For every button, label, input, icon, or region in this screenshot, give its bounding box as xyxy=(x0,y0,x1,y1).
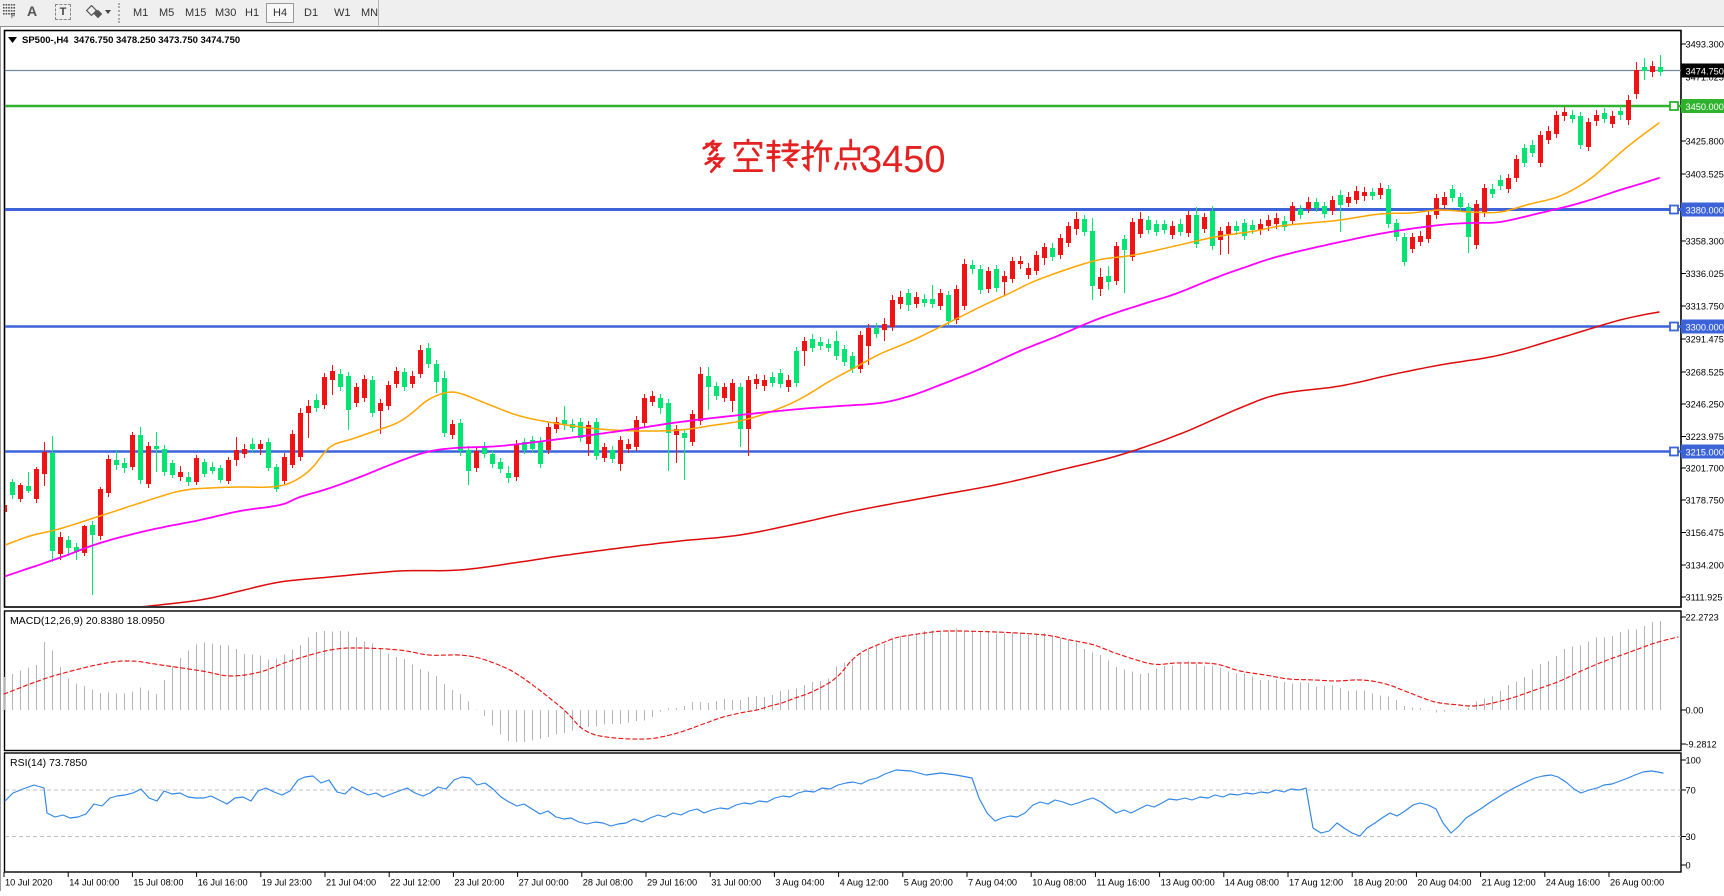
svg-text:14 Jul 00:00: 14 Jul 00:00 xyxy=(69,878,119,888)
svg-text:3336.025: 3336.025 xyxy=(1686,269,1724,279)
svg-text:11 Aug 16:00: 11 Aug 16:00 xyxy=(1096,878,1149,888)
svg-text:3178.750: 3178.750 xyxy=(1686,496,1724,506)
svg-text:3358.300: 3358.300 xyxy=(1686,237,1724,247)
svg-text:3403.525: 3403.525 xyxy=(1686,170,1724,180)
svg-text:3156.475: 3156.475 xyxy=(1686,528,1724,538)
svg-text:16 Jul 16:00: 16 Jul 16:00 xyxy=(198,878,248,888)
svg-text:30: 30 xyxy=(1686,832,1696,842)
svg-text:10 Jul 2020: 10 Jul 2020 xyxy=(5,878,53,888)
svg-text:28 Jul 08:00: 28 Jul 08:00 xyxy=(583,878,633,888)
svg-text:3223.975: 3223.975 xyxy=(1686,432,1724,442)
svg-text:26 Aug 00:00: 26 Aug 00:00 xyxy=(1610,878,1664,888)
svg-text:3450: 3450 xyxy=(861,139,946,181)
svg-text:3474.750: 3474.750 xyxy=(1686,66,1724,76)
svg-text:20 Aug 04:00: 20 Aug 04:00 xyxy=(1417,878,1471,888)
svg-text:3450.000: 3450.000 xyxy=(1686,102,1724,112)
svg-text:F: F xyxy=(11,13,15,19)
svg-text:0: 0 xyxy=(1686,861,1691,871)
svg-text:3215.000: 3215.000 xyxy=(1686,447,1724,457)
svg-text:3313.750: 3313.750 xyxy=(1686,302,1724,312)
svg-text:3201.700: 3201.700 xyxy=(1686,464,1724,474)
svg-text:3111.925: 3111.925 xyxy=(1686,593,1723,603)
svg-text:3268.525: 3268.525 xyxy=(1686,368,1724,378)
svg-text:23 Jul 20:00: 23 Jul 20:00 xyxy=(454,878,504,888)
svg-text:SP500-,H4 3476.750 3478.250 3: SP500-,H4 3476.750 3478.250 3473.750 347… xyxy=(22,35,240,46)
svg-text:13 Aug 00:00: 13 Aug 00:00 xyxy=(1161,878,1215,888)
svg-text:21 Jul 04:00: 21 Jul 04:00 xyxy=(326,878,376,888)
svg-text:3 Aug 04:00: 3 Aug 04:00 xyxy=(775,878,824,888)
svg-text:27 Jul 00:00: 27 Jul 00:00 xyxy=(519,878,569,888)
svg-text:7 Aug 04:00: 7 Aug 04:00 xyxy=(968,878,1017,888)
svg-text:3493.300: 3493.300 xyxy=(1686,40,1724,50)
svg-text:3246.250: 3246.250 xyxy=(1686,400,1724,410)
svg-text:22.2723: 22.2723 xyxy=(1686,613,1719,623)
svg-text:17 Aug 12:00: 17 Aug 12:00 xyxy=(1289,878,1343,888)
svg-text:15 Jul 08:00: 15 Jul 08:00 xyxy=(133,878,183,888)
svg-text:3380.000: 3380.000 xyxy=(1686,205,1724,215)
svg-text:3291.475: 3291.475 xyxy=(1686,335,1724,345)
svg-text:70: 70 xyxy=(1686,786,1696,796)
svg-text:31 Jul 00:00: 31 Jul 00:00 xyxy=(711,878,761,888)
svg-text:19 Jul 23:00: 19 Jul 23:00 xyxy=(262,878,312,888)
svg-text:21 Aug 12:00: 21 Aug 12:00 xyxy=(1482,878,1536,888)
svg-text:22 Jul 12:00: 22 Jul 12:00 xyxy=(390,878,440,888)
svg-text:10 Aug 08:00: 10 Aug 08:00 xyxy=(1032,878,1086,888)
svg-text:5 Aug 20:00: 5 Aug 20:00 xyxy=(904,878,953,888)
svg-text:100: 100 xyxy=(1686,756,1701,766)
svg-text:3134.200: 3134.200 xyxy=(1686,561,1724,571)
svg-text:18 Aug 20:00: 18 Aug 20:00 xyxy=(1353,878,1407,888)
svg-text:0.00: 0.00 xyxy=(1686,706,1704,716)
svg-text:4 Aug 12:00: 4 Aug 12:00 xyxy=(840,878,889,888)
svg-text:14 Aug 08:00: 14 Aug 08:00 xyxy=(1225,878,1279,888)
svg-text:-9.2812: -9.2812 xyxy=(1686,740,1717,750)
svg-text:3300.000: 3300.000 xyxy=(1686,322,1724,332)
svg-text:24 Aug 16:00: 24 Aug 16:00 xyxy=(1546,878,1600,888)
svg-text:29 Jul 16:00: 29 Jul 16:00 xyxy=(647,878,697,888)
svg-text:MACD(12,26,9) 20.8380 18.0950: MACD(12,26,9) 20.8380 18.0950 xyxy=(10,615,165,627)
svg-text:3425.800: 3425.800 xyxy=(1686,137,1724,147)
svg-text:RSI(14) 73.7850: RSI(14) 73.7850 xyxy=(10,757,87,769)
